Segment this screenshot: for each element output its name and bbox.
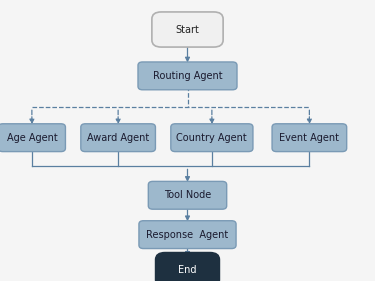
FancyBboxPatch shape: [81, 124, 155, 152]
FancyBboxPatch shape: [0, 124, 65, 152]
Text: Routing Agent: Routing Agent: [153, 71, 222, 81]
FancyBboxPatch shape: [148, 182, 226, 209]
FancyBboxPatch shape: [156, 253, 219, 281]
FancyBboxPatch shape: [272, 124, 346, 152]
Text: Start: Start: [176, 24, 200, 35]
Text: Country Agent: Country Agent: [177, 133, 247, 143]
Text: Response  Agent: Response Agent: [146, 230, 229, 240]
FancyBboxPatch shape: [139, 221, 236, 249]
Text: Event Agent: Event Agent: [279, 133, 339, 143]
Text: Tool Node: Tool Node: [164, 190, 211, 200]
Text: End: End: [178, 265, 197, 275]
FancyBboxPatch shape: [138, 62, 237, 90]
Text: Award Agent: Award Agent: [87, 133, 149, 143]
FancyBboxPatch shape: [152, 12, 223, 47]
Text: Age Agent: Age Agent: [6, 133, 57, 143]
FancyBboxPatch shape: [171, 124, 253, 152]
